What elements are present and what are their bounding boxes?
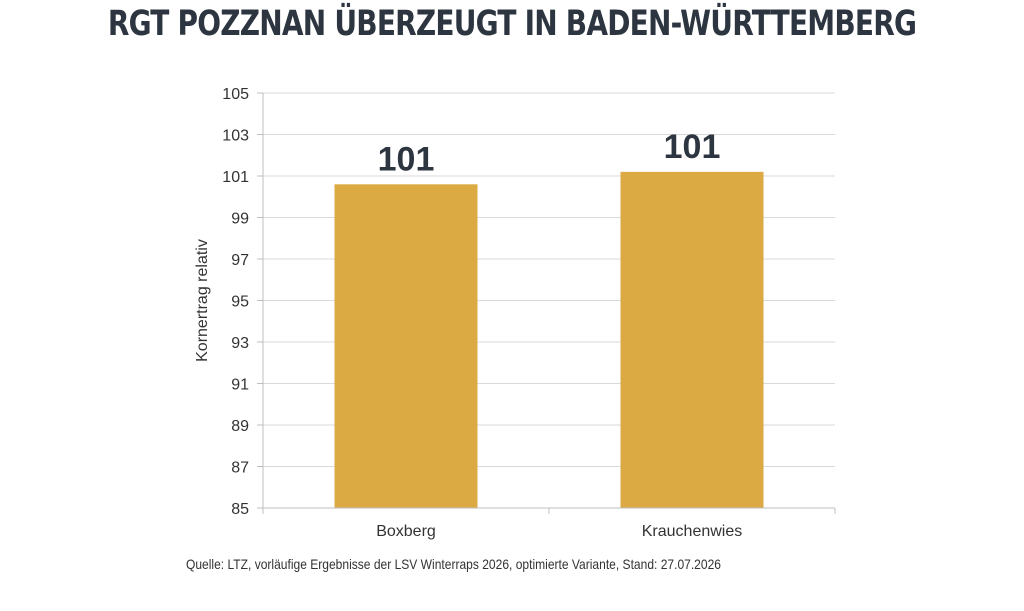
y-tick-label: 105: [222, 86, 249, 103]
bar-boxberg: [334, 184, 478, 509]
y-axis-label: Kornertrag relativ: [194, 239, 211, 362]
y-tick-label: 95: [231, 294, 249, 311]
bar-krauchenwies: [620, 171, 764, 508]
y-tick-label: 99: [231, 211, 249, 228]
data-labels: 101 101: [378, 128, 721, 178]
chart-title: RGT Pozznan überzeugt in Baden-Württembe…: [107, 4, 917, 44]
x-category-label: Boxberg: [376, 523, 436, 540]
data-label: 101: [664, 128, 721, 166]
y-tick-label: 91: [231, 377, 249, 394]
x-axis: Boxberg Krauchenwies: [262, 507, 836, 540]
y-tick-label: 101: [222, 169, 249, 186]
y-axis-ticks: 85 87 89 91 93 95 97 99 101 103 105: [222, 86, 264, 518]
y-tick-label: 87: [231, 460, 249, 477]
y-tick-label: 85: [231, 501, 249, 518]
y-tick-label: 93: [231, 335, 249, 352]
y-tick-label: 97: [231, 252, 249, 269]
y-tick-label: 103: [222, 128, 249, 145]
y-tick-label: 89: [231, 418, 249, 435]
x-category-label: Krauchenwies: [642, 523, 743, 540]
bars: [334, 171, 764, 509]
source-note: Quelle: LTZ, vorläufige Ergebnisse der L…: [186, 556, 721, 572]
data-label: 101: [378, 140, 435, 178]
